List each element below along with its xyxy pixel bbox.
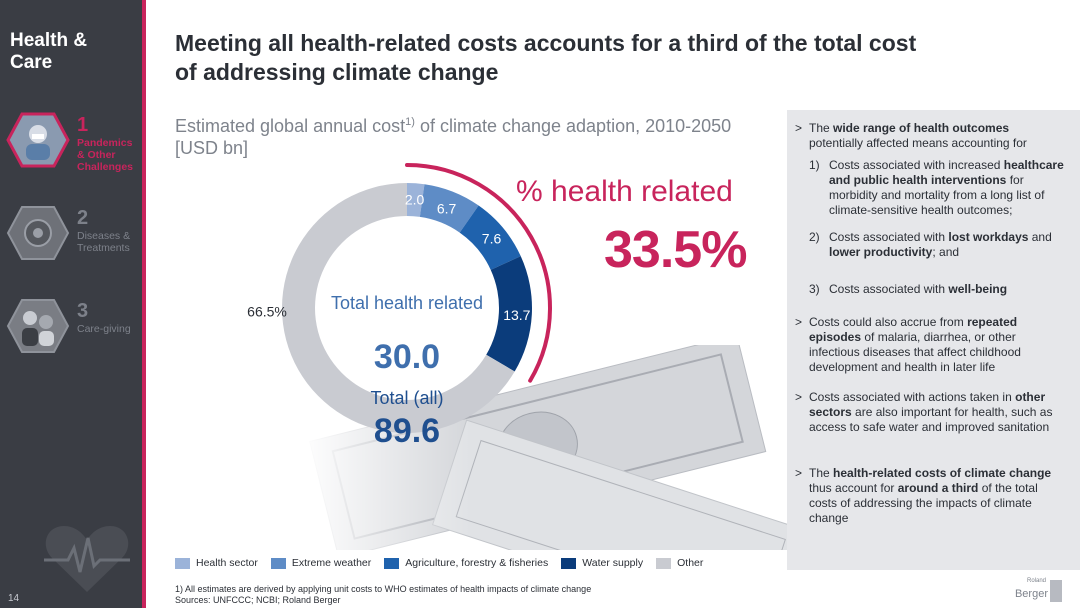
total-all-label: Total (all) — [370, 388, 444, 408]
roland-berger-logo: Roland Berger — [1004, 578, 1064, 604]
section-title: Health & Care — [10, 30, 88, 73]
donut-chart: 2.0 6.7 7.6 13.7 66.5% — [247, 163, 552, 433]
logo-text: Berger — [1014, 588, 1048, 600]
chart-title: Estimated global annual cost1) of climat… — [175, 111, 735, 159]
legend-label: Extreme weather — [291, 557, 372, 569]
footnote-sources: Sources: UNFCCC; NCBI; Roland Berger — [175, 595, 341, 605]
panel-sub-bullet: 1) Costs associated with increased health… — [809, 158, 1071, 218]
nav-item-diseases[interactable]: 2 Diseases & Treatments — [0, 205, 142, 285]
legend-item: Water supply — [561, 557, 643, 569]
footnote-1: 1) All estimates are derived by applying… — [175, 584, 592, 594]
chart-title-main: Estimated global annual cost — [175, 116, 406, 136]
donut-value-label: 13.7 — [503, 307, 530, 323]
logo-small-text: Roland — [1026, 578, 1046, 584]
panel-bullet: > Costs associated with actions taken in … — [795, 390, 1065, 435]
panel-bullet: > The wide range of health outcomes poten… — [795, 121, 1065, 151]
page-title: Meeting all health-related costs account… — [175, 30, 917, 85]
nav-label: Care-giving — [77, 323, 131, 335]
banknotes-background-image — [300, 345, 790, 550]
nav-label: Diseases & Treatments — [77, 230, 131, 254]
legend-item: Agriculture, forestry & fisheries — [384, 557, 548, 569]
bullet-mark: > — [795, 315, 803, 329]
donut-slice-water-supply — [486, 256, 532, 372]
donut-slice-extreme-weather — [419, 184, 479, 233]
total-health-related-label: Total health related — [330, 293, 484, 313]
legend-item: Other — [656, 557, 703, 569]
bullet-text: The wide range of health outcomes potent… — [809, 121, 1027, 150]
legend-swatch — [175, 557, 190, 569]
legend-swatch — [561, 557, 577, 569]
nav-label: Pandemics & Other Challenges — [77, 137, 134, 173]
donut-segments — [282, 183, 532, 433]
sidebar-accent-bar — [142, 0, 146, 608]
pandemics-photo-icon — [6, 112, 70, 168]
nav-item-caregiving[interactable]: 3 Care-giving — [0, 298, 142, 378]
donut-value-label: 7.6 — [482, 231, 502, 247]
bullet-mark: 3) — [809, 282, 820, 296]
bullet-text: Costs associated with lost workdays and … — [829, 230, 1052, 259]
legend-swatch — [270, 557, 286, 569]
heart-pulse-icon — [44, 526, 130, 592]
legend-swatch — [656, 557, 672, 569]
donut-value-label: 6.7 — [437, 201, 457, 217]
nav-item-pandemics[interactable]: 1 Pandemics & Other Challenges — [0, 112, 142, 192]
panel-bullet: > The health-related costs of climate cha… — [795, 466, 1065, 526]
percent-health-related-value: 33.5% — [604, 221, 747, 279]
footnotes: 1) All estimates are derived by applying… — [175, 584, 591, 606]
panel-sub-bullet: 2) Costs associated with lost workdays an… — [809, 230, 1071, 260]
donut-labels: 2.0 6.7 7.6 13.7 66.5% — [247, 191, 531, 323]
percent-health-related-title: % health related — [516, 175, 733, 208]
chart-title-rest: of climate change adaption, 2010-2050 [U… — [175, 116, 732, 158]
page-number: 14 — [8, 593, 20, 604]
donut-slice-health-sector — [407, 183, 425, 217]
bullet-mark: > — [795, 121, 803, 135]
bullet-mark: > — [795, 466, 803, 480]
bullet-text: The health-related costs of climate chan… — [809, 466, 1052, 525]
bullet-text: Costs associated with increased healthca… — [829, 158, 1064, 217]
total-all-value: 89.6 — [373, 412, 441, 450]
logo-mark-icon — [1050, 580, 1062, 602]
total-health-related-value: 30.0 — [373, 338, 441, 376]
nav-number: 1 — [77, 114, 89, 136]
panel-sub-bullet: 3) Costs associated with well-being — [809, 282, 1071, 297]
caregiving-photo-icon — [6, 299, 70, 353]
legend-label: Agriculture, forestry & fisheries — [405, 557, 549, 569]
bullet-mark: 2) — [809, 230, 820, 244]
bullet-text: Costs could also accrue from repeated ep… — [809, 315, 1021, 374]
bullet-mark: 1) — [809, 158, 820, 172]
legend-item: Health sector — [175, 557, 258, 569]
bullet-text: Costs associated with actions taken in o… — [809, 390, 1053, 434]
nav-number: 2 — [77, 207, 89, 229]
bullet-mark: > — [795, 390, 803, 404]
panel-bullet: > Costs could also accrue from repeated e… — [795, 315, 1065, 375]
chart-legend: Health sector Extreme weather Agriculture,… — [175, 556, 716, 570]
legend-label: Health sector — [196, 557, 258, 569]
donut-slice-agriculture-forestry-fisheries — [459, 205, 521, 270]
key-insights-panel: > The wide range of health outcomes poten… — [787, 110, 1080, 570]
nav-number: 3 — [77, 300, 89, 322]
donut-value-label: 66.5% — [247, 303, 287, 319]
diseases-photo-icon — [6, 206, 70, 260]
bullet-text: Costs associated with well-being — [829, 282, 1008, 296]
legend-label: Other — [677, 557, 704, 569]
chart-title-footnote-ref: 1) — [405, 116, 415, 128]
legend-label: Water supply — [582, 557, 644, 569]
legend-item: Extreme weather — [270, 557, 372, 569]
health-related-highlight-arc — [405, 163, 552, 383]
legend-swatch — [384, 557, 400, 569]
donut-value-label: 2.0 — [405, 191, 425, 207]
